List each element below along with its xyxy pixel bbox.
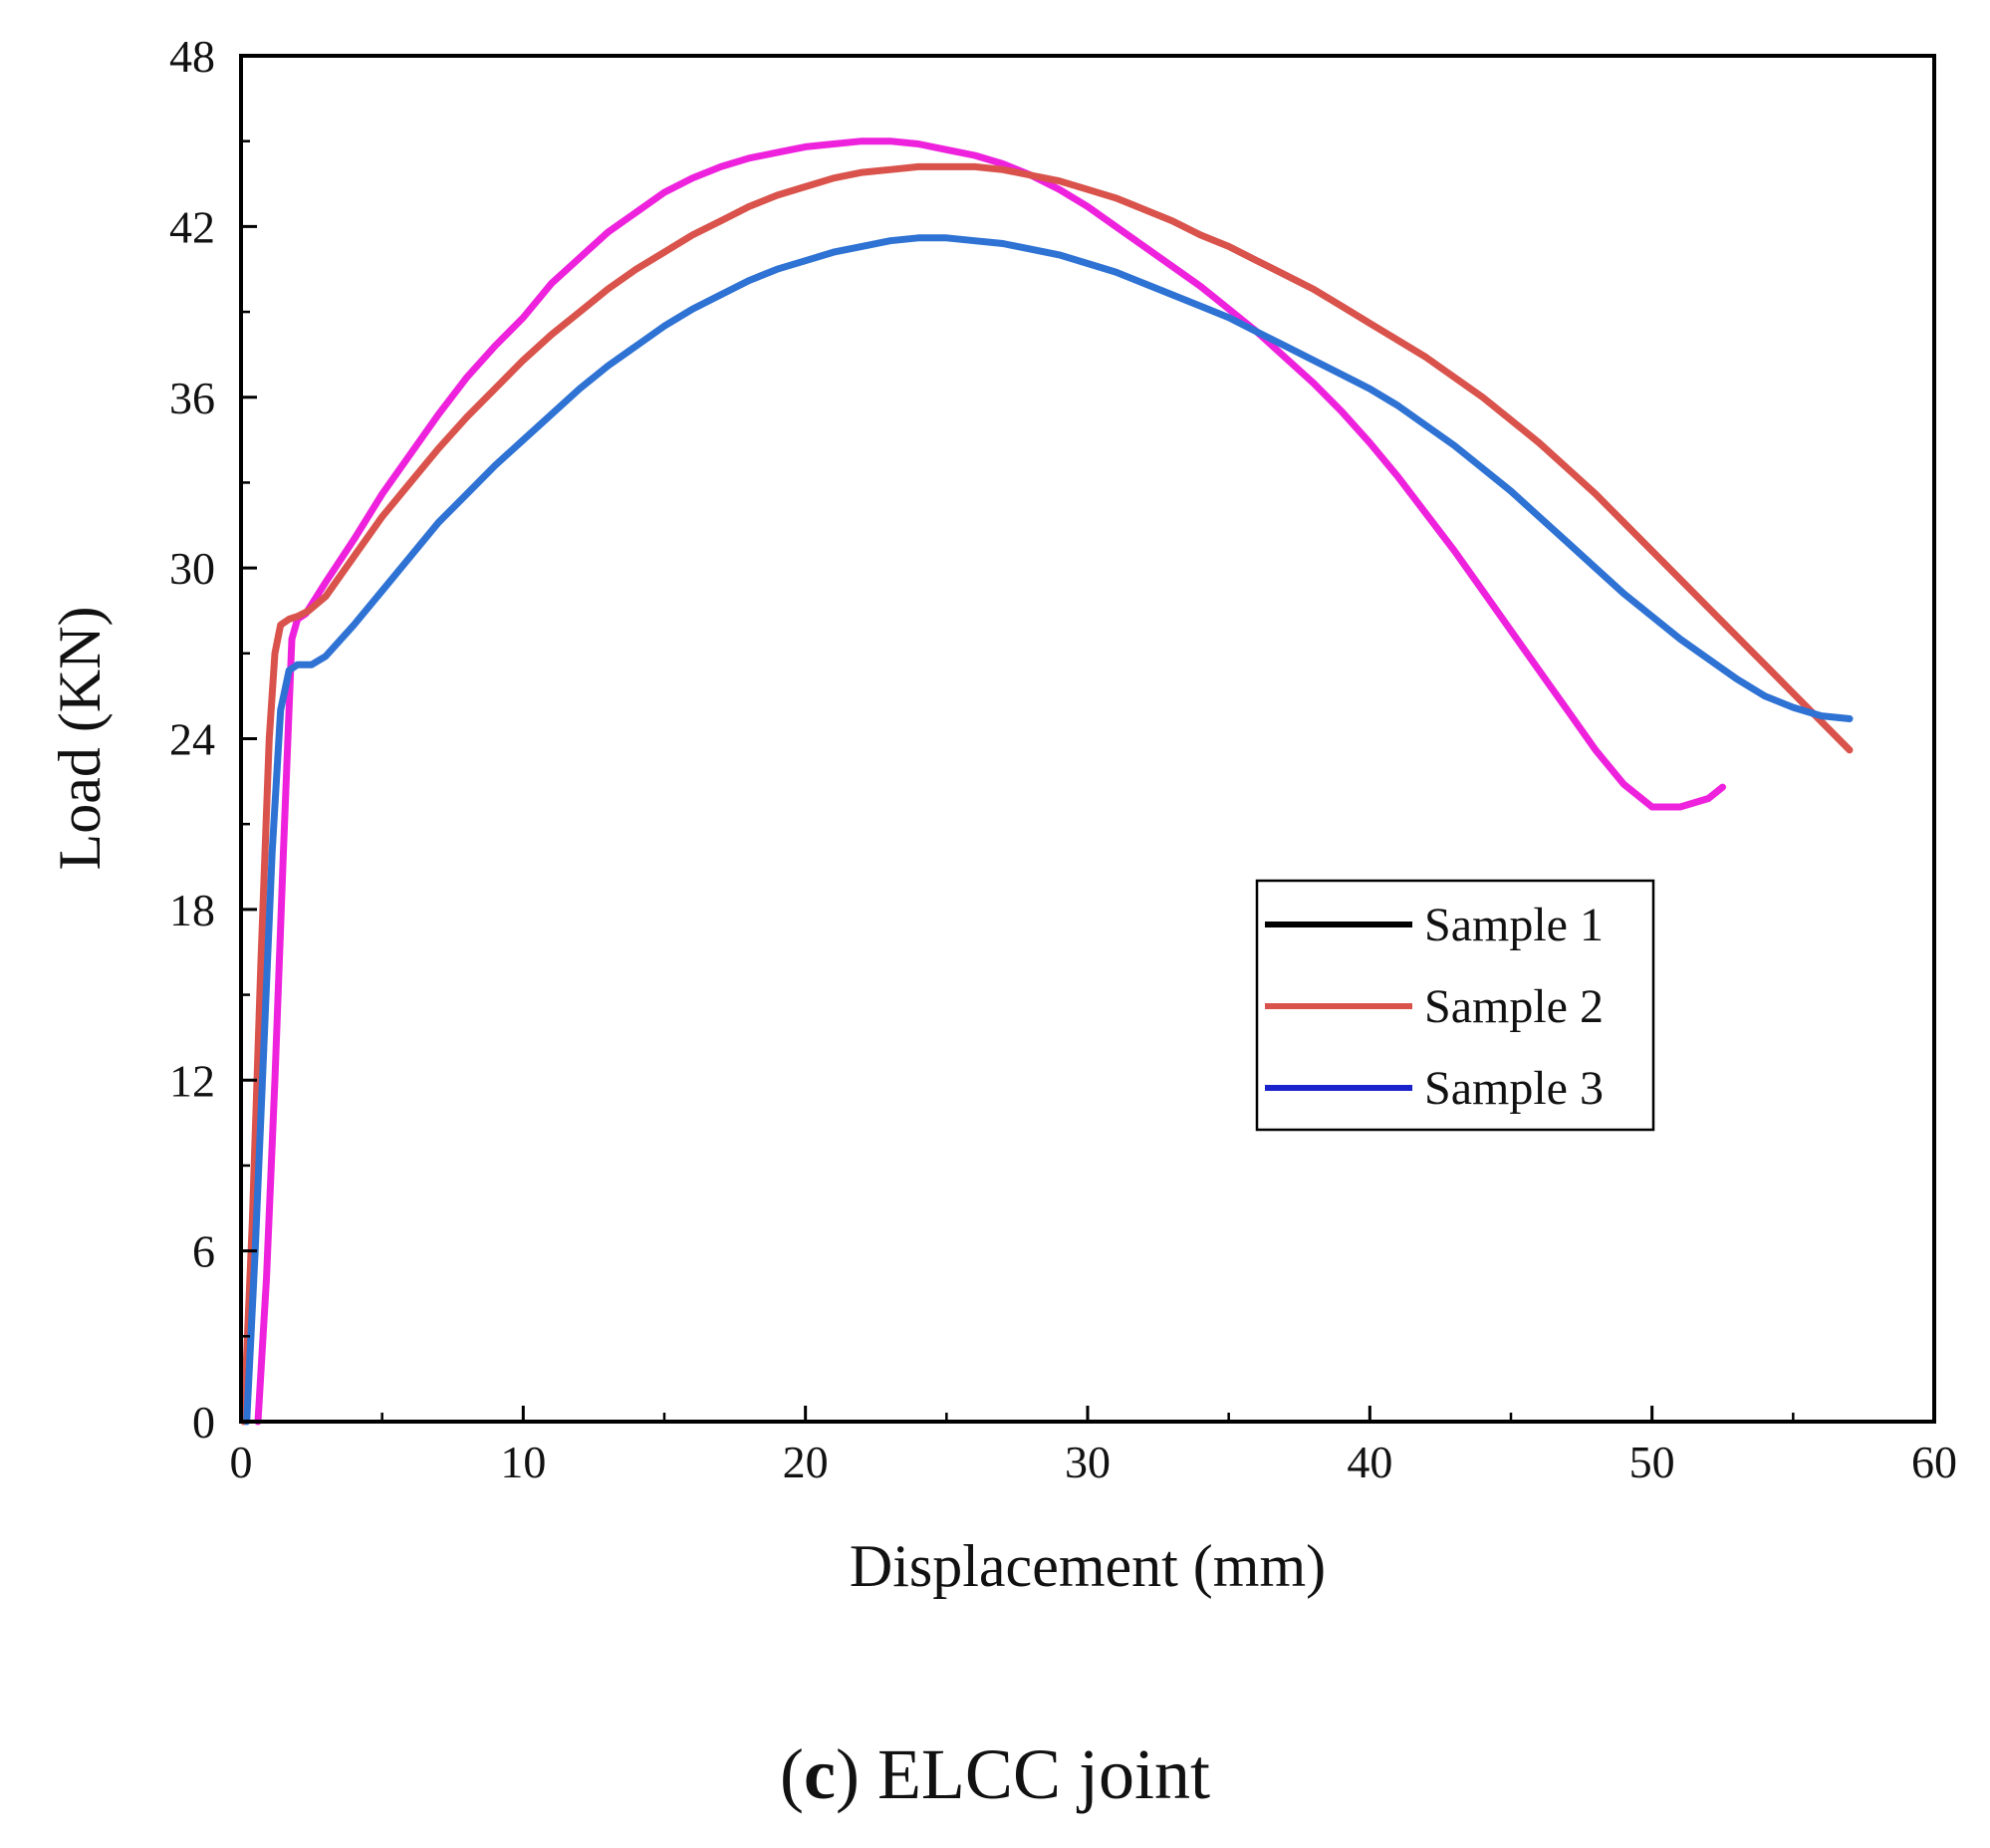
y-tick-label: 0 bbox=[192, 1397, 215, 1448]
x-axis-title: Displacement (mm) bbox=[850, 1533, 1326, 1599]
series-line-sample-2 bbox=[240, 162, 1854, 1426]
y-tick-label: 42 bbox=[169, 201, 215, 252]
x-tick-label: 40 bbox=[1347, 1437, 1392, 1487]
y-tick-label: 18 bbox=[169, 885, 215, 935]
y-tick-label: 48 bbox=[169, 31, 215, 82]
x-tick-label: 0 bbox=[230, 1437, 253, 1487]
x-tick-label: 10 bbox=[500, 1437, 546, 1487]
y-tick-label: 36 bbox=[169, 373, 215, 423]
series-line-sample-3 bbox=[243, 234, 1854, 1426]
y-tick-label: 24 bbox=[169, 714, 215, 765]
y-tick-label: 12 bbox=[169, 1055, 215, 1106]
y-axis-title: Load (KN) bbox=[47, 607, 113, 871]
x-tick-label: 60 bbox=[1911, 1437, 1957, 1487]
x-tick-label: 30 bbox=[1065, 1437, 1111, 1487]
y-tick-label: 6 bbox=[192, 1226, 215, 1277]
y-tick-label: 30 bbox=[169, 543, 215, 594]
legend: Sample 1 Sample 2 Sample 3 bbox=[1255, 879, 1655, 1132]
legend-label-sample-1: Sample 1 bbox=[1424, 899, 1604, 951]
legend-label-sample-2: Sample 2 bbox=[1424, 980, 1604, 1033]
series-line-sample-1 bbox=[254, 137, 1726, 1426]
axis-ticks: 0 10 20 30 40 50 60 0 6 12 18 24 30 36 42 48 bbox=[169, 31, 1957, 1487]
x-tick-label: 20 bbox=[783, 1437, 829, 1487]
caption-letter: c bbox=[804, 1734, 836, 1814]
plot-area bbox=[240, 137, 1854, 1426]
x-tick-label: 50 bbox=[1629, 1437, 1675, 1487]
caption-text: ELCC joint bbox=[859, 1734, 1210, 1814]
legend-label-sample-3: Sample 3 bbox=[1424, 1062, 1604, 1115]
figure-caption: (c) ELCC joint bbox=[780, 1734, 1210, 1814]
